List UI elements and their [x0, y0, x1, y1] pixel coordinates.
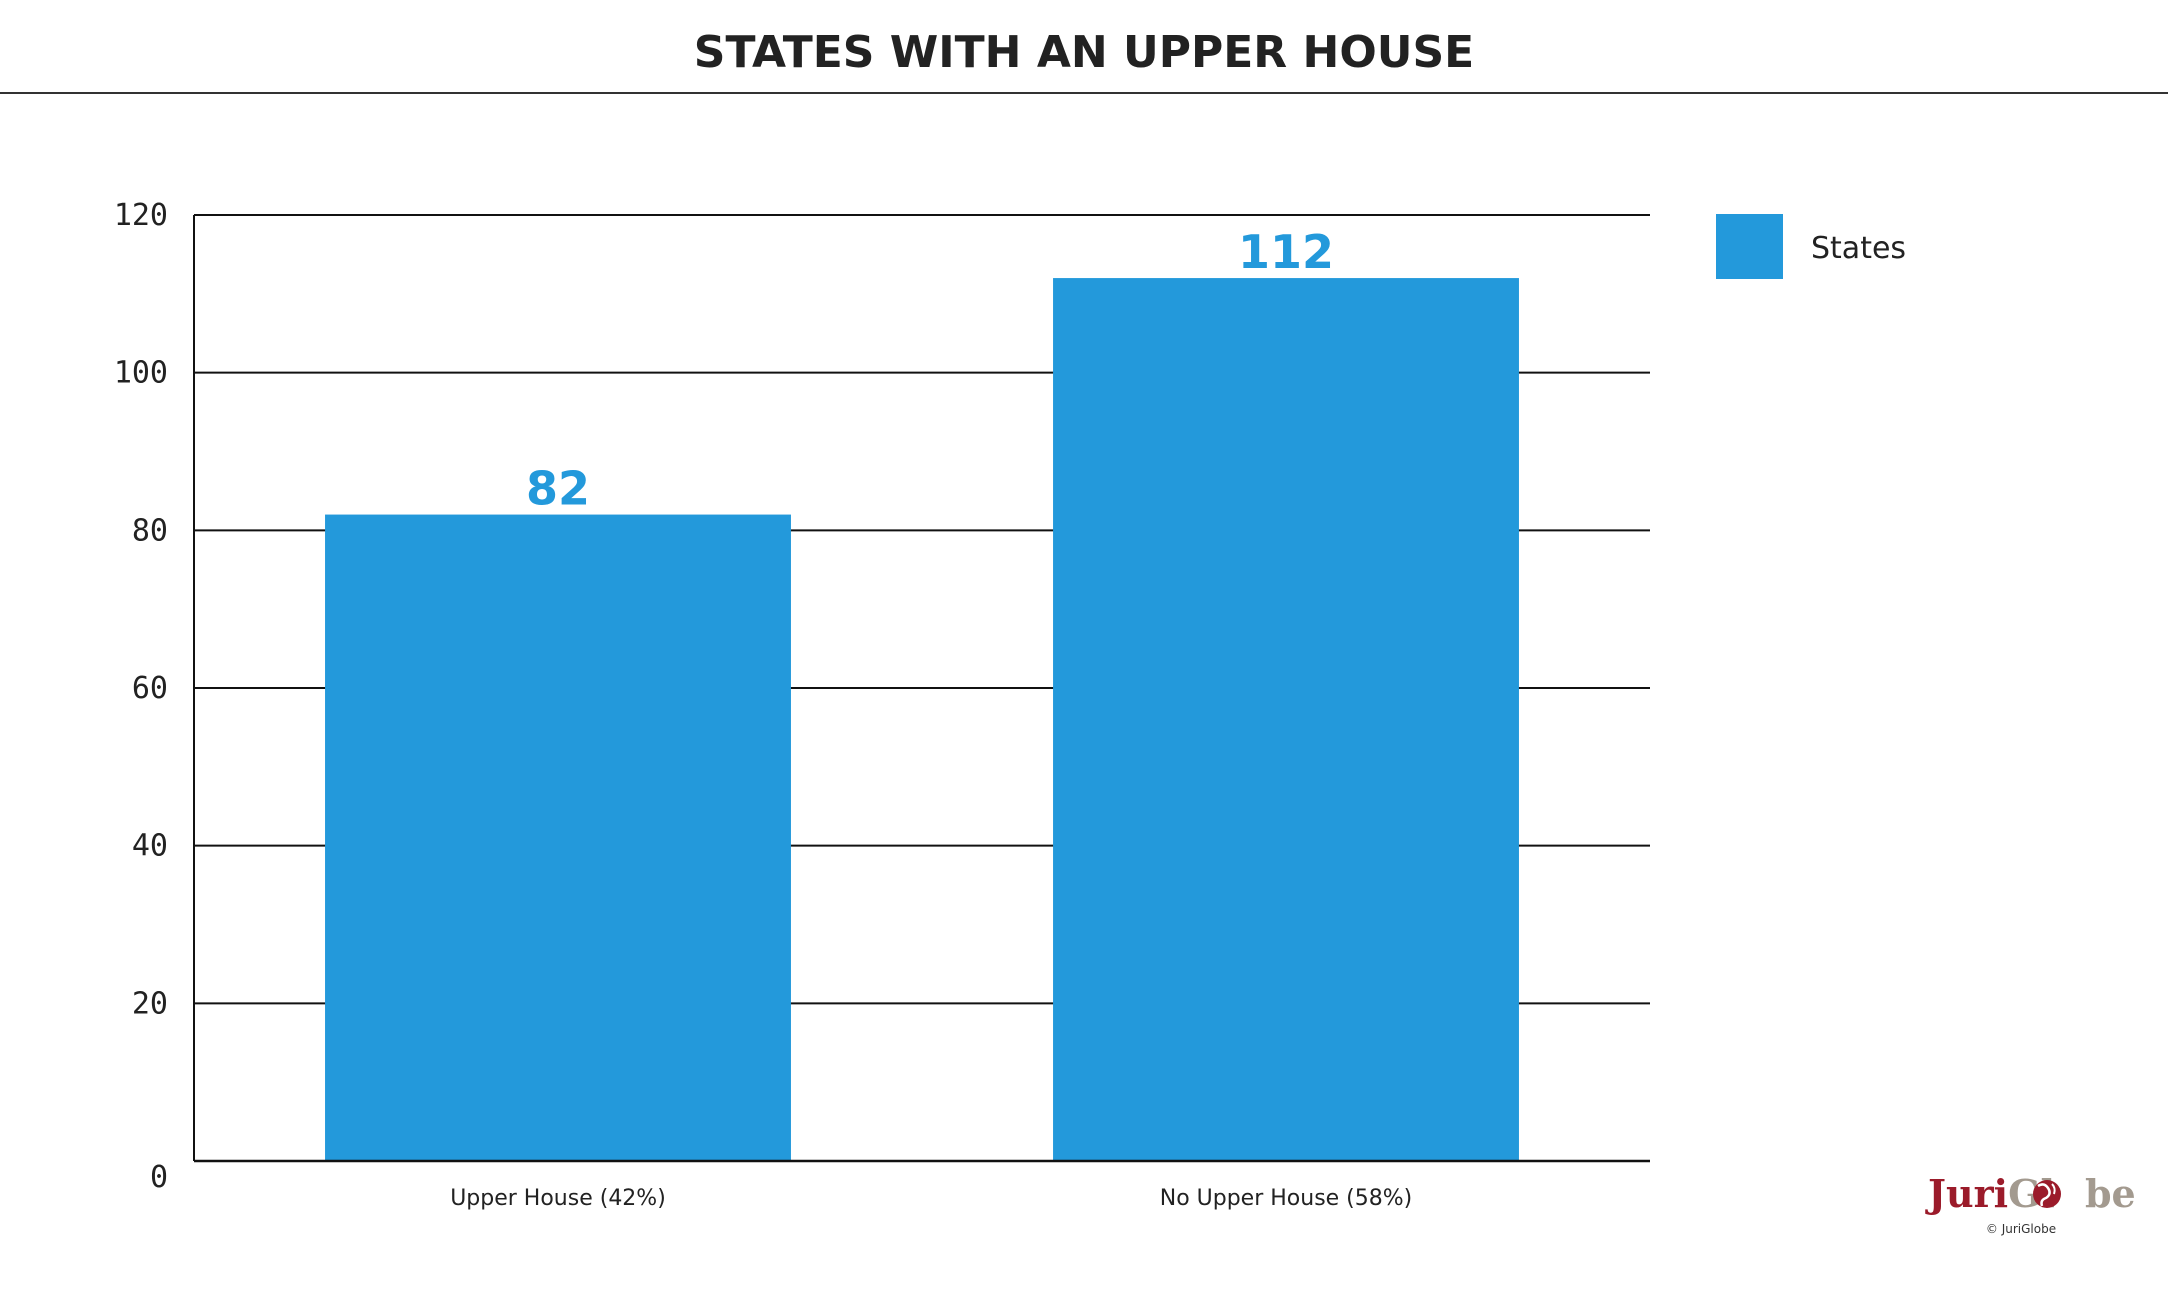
bar-0 — [325, 514, 791, 1161]
logo-juri-text: Juri — [1925, 1171, 2008, 1216]
juriglobe-logo: JuriGl be © JuriGlobe — [1925, 1171, 2136, 1236]
logo-be-text: be — [2085, 1171, 2136, 1216]
legend: States — [1716, 214, 1906, 279]
legend-label-states: States — [1811, 231, 1906, 266]
bar-1 — [1053, 278, 1519, 1162]
y-tick-label-100: 100 — [114, 356, 168, 391]
legend-swatch-states — [1716, 214, 1783, 279]
y-tick-label-60: 60 — [132, 671, 168, 706]
y-tick-label-0: 0 — [150, 1160, 168, 1195]
globe-icon — [2033, 1180, 2061, 1208]
y-tick-label-80: 80 — [132, 513, 168, 548]
y-tick-label-40: 40 — [132, 829, 168, 864]
y-axis-ticks: 0 20 40 60 80 100 120 — [114, 198, 168, 1195]
x-tick-label-1: No Upper House (58%) — [1160, 1186, 1413, 1211]
data-labels: 82 112 — [526, 225, 1334, 515]
data-label-1: 112 — [1238, 225, 1334, 279]
data-label-0: 82 — [526, 462, 590, 516]
x-axis-labels: Upper House (42%) No Upper House (58%) — [450, 1186, 1412, 1211]
logo-wordmark: JuriGl be — [1925, 1171, 2136, 1216]
bars — [325, 278, 1519, 1162]
y-tick-label-20: 20 — [132, 986, 168, 1021]
logo-copyright: © JuriGlobe — [1986, 1222, 2056, 1236]
x-tick-label-0: Upper House (42%) — [450, 1186, 666, 1211]
chart-title: STATES WITH AN UPPER HOUSE — [694, 27, 1474, 78]
y-tick-label-120: 120 — [114, 198, 168, 233]
